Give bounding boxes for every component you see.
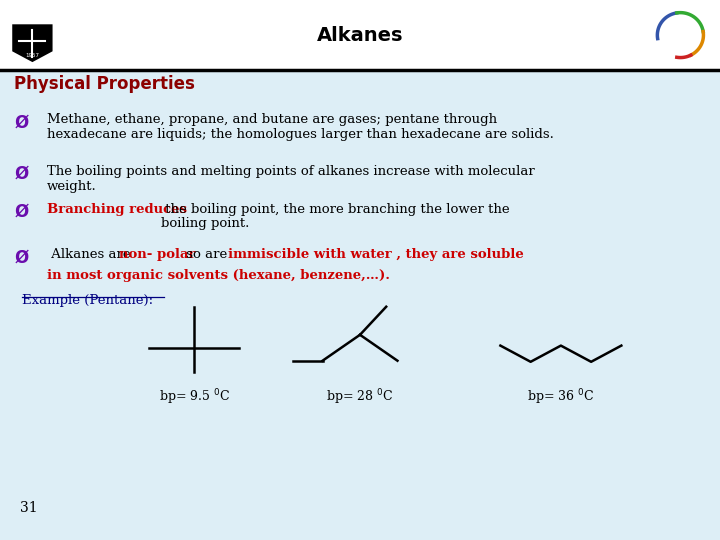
Text: Ø: Ø	[14, 248, 29, 266]
Text: so are: so are	[182, 248, 232, 261]
Text: Branching reduces: Branching reduces	[47, 202, 186, 215]
Text: Methane, ethane, propane, and butane are gases; pentane through
hexadecane are l: Methane, ethane, propane, and butane are…	[47, 113, 554, 141]
Text: bp= 28 $^0$C: bp= 28 $^0$C	[326, 387, 394, 407]
Text: 31: 31	[20, 501, 37, 515]
Text: 1957: 1957	[25, 53, 40, 58]
Text: Alkanes: Alkanes	[317, 25, 403, 45]
Text: The boiling points and melting points of alkanes increase with molecular
weight.: The boiling points and melting points of…	[47, 165, 534, 193]
Text: Ø: Ø	[14, 202, 29, 220]
Text: the boiling point, the more branching the lower the
boiling point.: the boiling point, the more branching th…	[161, 202, 509, 231]
Text: bp= 9.5 $^0$C: bp= 9.5 $^0$C	[159, 387, 230, 407]
Text: Ø: Ø	[14, 165, 29, 183]
Text: in most organic solvents (hexane, benzene,…).: in most organic solvents (hexane, benzen…	[47, 269, 390, 282]
Text: immiscible with water , they are soluble: immiscible with water , they are soluble	[228, 248, 523, 261]
Text: Example (Pentane):: Example (Pentane):	[22, 294, 153, 307]
Polygon shape	[12, 24, 53, 62]
FancyBboxPatch shape	[0, 0, 720, 70]
Text: non- polar: non- polar	[119, 248, 195, 261]
Text: Physical Properties: Physical Properties	[14, 75, 195, 93]
Text: bp= 36 $^0$C: bp= 36 $^0$C	[527, 387, 595, 407]
Text: Alkanes are: Alkanes are	[47, 248, 135, 261]
Text: Ø: Ø	[14, 113, 29, 131]
